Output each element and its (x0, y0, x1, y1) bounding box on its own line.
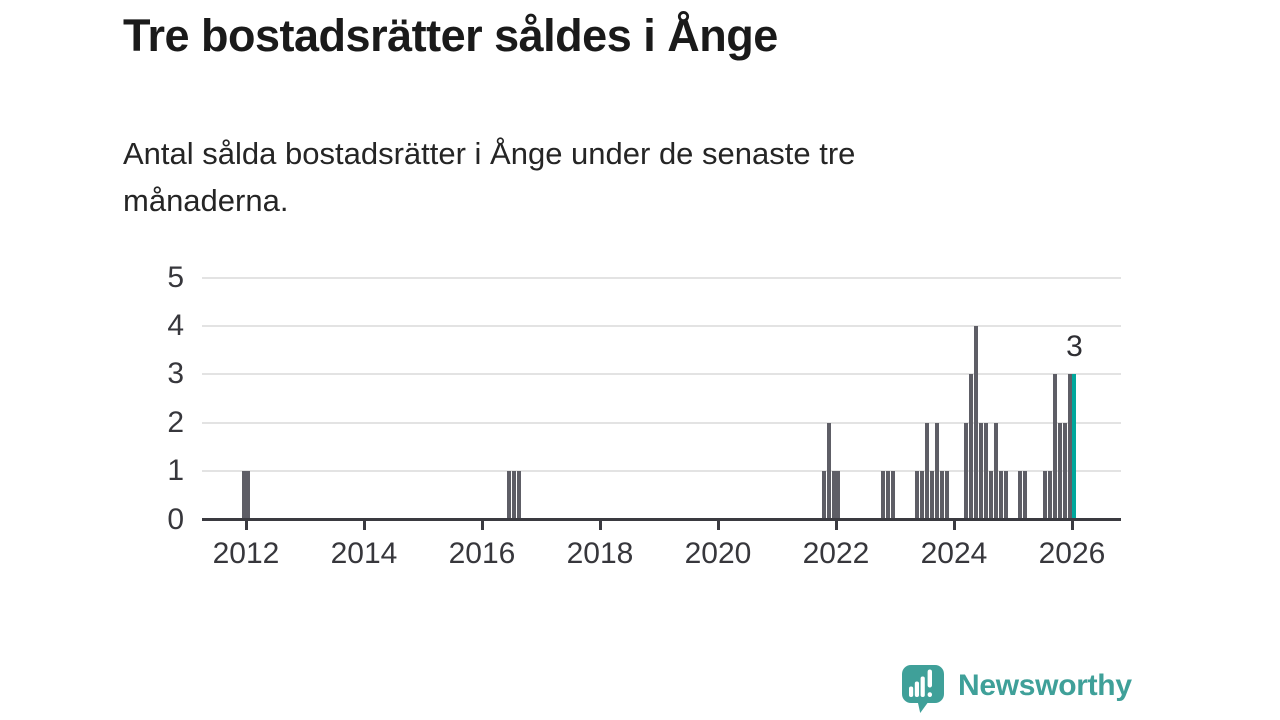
gridline (202, 373, 1121, 376)
x-tick-label: 2020 (684, 537, 752, 570)
bar (511, 471, 516, 520)
x-tick-label: 2026 (1038, 537, 1106, 570)
bar (969, 374, 974, 520)
x-tick-label: 2014 (330, 537, 398, 570)
x-tick (952, 521, 956, 530)
bar (826, 422, 831, 520)
x-tick (834, 521, 838, 530)
bar (1047, 471, 1052, 520)
gridline (202, 421, 1121, 424)
y-axis-label: 4 (167, 308, 184, 342)
bar (920, 471, 925, 520)
bar (924, 422, 929, 520)
bar (1052, 374, 1057, 520)
bar (836, 471, 841, 520)
bar (993, 422, 998, 520)
newsworthy-logo: Newsworthy (901, 664, 1132, 714)
bar (934, 422, 939, 520)
x-tick (1070, 521, 1074, 530)
bar (1003, 471, 1008, 520)
bar (979, 422, 984, 520)
x-tick-label: 2018 (566, 537, 634, 570)
x-tick (244, 521, 248, 530)
bar (939, 471, 944, 520)
bar (831, 471, 836, 520)
bar (983, 422, 988, 520)
bar (241, 471, 246, 520)
bar (507, 471, 512, 520)
newsworthy-wordmark: Newsworthy (958, 669, 1132, 702)
y-axis-label: 3 (167, 357, 184, 391)
x-tick (480, 521, 484, 530)
chart-title: Tre bostadsrätter såldes i Ånge (123, 10, 778, 61)
bar (880, 471, 885, 520)
chart-subtitle-line1: Antal sålda bostadsrätter i Ånge under d… (123, 136, 856, 171)
y-axis-label: 2 (167, 405, 184, 439)
bar (1023, 471, 1028, 520)
bar (915, 471, 920, 520)
y-axis-label: 0 (167, 502, 184, 536)
bar (885, 471, 890, 520)
chart-subtitle: Antal sålda bostadsrätter i Ånge under d… (123, 131, 855, 224)
y-axis-label: 1 (167, 454, 184, 488)
bar-value-label: 3 (1066, 330, 1083, 364)
bar (1018, 471, 1023, 520)
bar (964, 422, 969, 520)
x-tick-label: 2012 (212, 537, 280, 570)
gridline (202, 276, 1121, 279)
bar (890, 471, 895, 520)
bar (988, 471, 993, 520)
bar (1057, 422, 1062, 520)
gridline (202, 470, 1121, 473)
bar (944, 471, 949, 520)
chart-subtitle-line2: månaderna. (123, 182, 289, 218)
bar (246, 471, 251, 520)
x-tick (716, 521, 720, 530)
y-axis-label: 5 (167, 260, 184, 294)
x-tick-label: 2022 (802, 537, 870, 570)
x-tick (362, 521, 366, 530)
bar (974, 325, 979, 520)
bar (1067, 374, 1072, 520)
bar (1042, 471, 1047, 520)
bar (998, 471, 1003, 520)
highlight-bar (1072, 374, 1077, 520)
x-tick-label: 2016 (448, 537, 516, 570)
bar (516, 471, 521, 520)
bar (1062, 422, 1067, 520)
newsworthy-bubble-icon (902, 665, 944, 713)
bar (821, 471, 826, 520)
gridline (202, 324, 1121, 327)
x-axis-line (202, 518, 1121, 521)
bar (929, 471, 934, 520)
x-tick (598, 521, 602, 530)
x-tick-label: 2024 (920, 537, 988, 570)
